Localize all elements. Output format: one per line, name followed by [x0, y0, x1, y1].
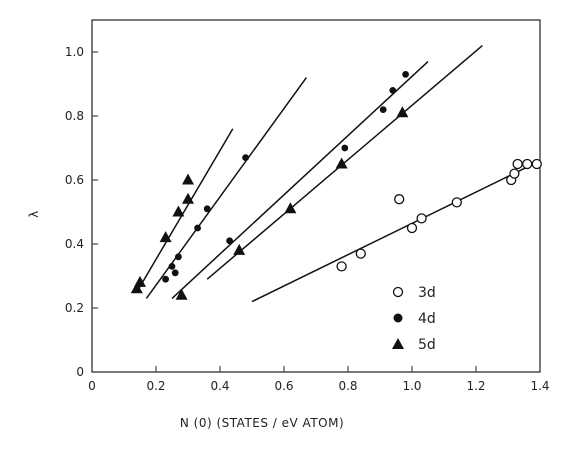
fit-line — [136, 128, 234, 293]
x-axis-title: N (0) (STATES / eV ATOM) — [180, 416, 344, 430]
x-tick-label: 0.4 — [210, 379, 229, 393]
point-4d — [168, 263, 176, 270]
point-5d — [182, 192, 194, 204]
point-3d — [355, 248, 366, 259]
x-tick-label: 0.2 — [146, 379, 165, 393]
legend-marker-5d — [392, 338, 404, 349]
point-5d — [396, 106, 409, 118]
point-5d — [233, 243, 246, 255]
legend-label-3d: 3d — [418, 285, 436, 301]
point-4d — [171, 269, 179, 277]
y-axis-title: λ — [27, 210, 41, 218]
x-tick-label: 0 — [88, 379, 96, 393]
point-4d — [162, 275, 170, 283]
point-4d — [389, 87, 397, 94]
point-4d — [341, 144, 349, 152]
x-tick-label: 0.8 — [338, 379, 357, 393]
point-3d — [416, 213, 427, 224]
point-3d — [522, 158, 533, 170]
point-4d — [242, 154, 250, 162]
legend-label-5d: 5d — [418, 337, 436, 353]
point-5d — [159, 231, 172, 243]
point-5d — [335, 157, 348, 169]
y-tick-label: 0.8 — [65, 109, 84, 123]
point-4d — [379, 106, 387, 113]
legend-marker-3d — [392, 286, 404, 298]
x-tick-label: 0.6 — [274, 379, 293, 393]
point-3d — [512, 158, 523, 170]
fit-line — [251, 160, 541, 303]
legend-label-4d: 4d — [418, 311, 436, 327]
point-5d — [182, 173, 194, 185]
fit-line — [171, 61, 429, 299]
x-axis-ticks: 0 0.2 0.4 0.6 0.8 1.0 1.2 1.4 — [88, 366, 550, 393]
legend: 3d 4d 5d — [392, 285, 436, 353]
fit-line — [206, 45, 483, 280]
point-3d — [451, 197, 462, 208]
data-points — [130, 71, 542, 300]
x-tick-label: 1.2 — [466, 379, 485, 393]
y-tick-label: 0.6 — [65, 173, 84, 187]
point-5d — [172, 205, 185, 217]
point-3d — [509, 168, 520, 179]
point-4d — [194, 224, 202, 232]
legend-marker-4d — [393, 313, 403, 323]
point-3d — [394, 194, 405, 205]
x-tick-label: 1.0 — [402, 379, 421, 393]
y-tick-label: 0.2 — [65, 301, 84, 315]
fit-line — [145, 77, 308, 299]
point-3d — [336, 261, 347, 272]
point-4d — [175, 253, 182, 261]
point-5d — [130, 282, 143, 294]
x-tick-label: 1.4 — [530, 379, 549, 393]
point-4d — [203, 205, 211, 213]
y-tick-label: 0 — [76, 365, 84, 379]
y-tick-label: 1.0 — [65, 45, 84, 59]
point-5d — [175, 288, 188, 300]
point-4d — [226, 237, 234, 245]
point-3d — [406, 222, 418, 234]
y-tick-label: 0.4 — [65, 237, 84, 251]
point-3d — [531, 158, 542, 170]
point-5d — [284, 202, 297, 214]
y-axis-ticks: 0 0.2 0.4 0.6 0.8 1.0 — [65, 45, 98, 379]
point-4d — [402, 71, 409, 78]
plot-frame — [91, 19, 541, 373]
fit-lines — [136, 45, 541, 303]
point-5d — [134, 275, 146, 287]
